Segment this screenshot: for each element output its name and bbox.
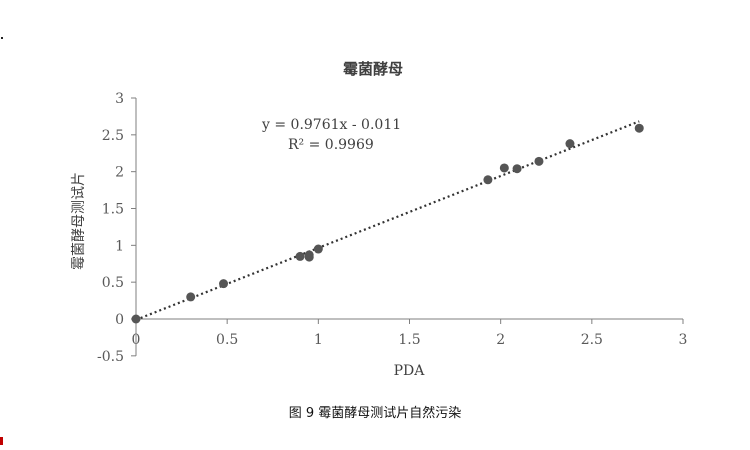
y-tick-label: 0: [115, 312, 124, 328]
x-tick-label: 0.5: [216, 332, 238, 348]
trendline-equation: y = 0.9761x - 0.011: [261, 117, 401, 133]
chart-title: 霉菌酵母: [343, 60, 403, 78]
x-axis-label: PDA: [394, 363, 426, 379]
x-tick-label: 0: [132, 332, 141, 348]
x-tick-label: 2.5: [581, 332, 603, 348]
y-tick-label: 0.5: [102, 275, 124, 291]
edge-mark-bottom: [0, 437, 3, 445]
data-point: [304, 250, 314, 260]
trendline: [135, 120, 640, 321]
data-point: [512, 164, 522, 174]
data-point: [483, 175, 493, 185]
x-tick-label: 2: [496, 332, 505, 348]
data-point: [313, 244, 323, 254]
figure-caption: 图 9 霉菌酵母测试片自然污染: [288, 406, 462, 421]
y-tick-label: 1: [115, 238, 124, 254]
data-point: [186, 292, 196, 302]
y-axis-label: 霉菌酵母测试片: [71, 172, 87, 270]
trendline-group: [135, 120, 640, 321]
axes: -0.5 0 0.5 1 1.5 2 2.5 3 0 0.5 1 1.5 2 2.5 3: [97, 91, 687, 365]
x-tick-label: 1.5: [398, 332, 420, 348]
edge-mark-top: [1, 37, 3, 39]
data-point: [565, 139, 575, 149]
data-point: [295, 251, 305, 261]
y-tick-label: 2.5: [102, 128, 124, 144]
data-point: [499, 163, 509, 173]
y-tick-label: 3: [115, 91, 124, 107]
y-tick-label: 2: [115, 165, 124, 181]
data-points: [131, 123, 644, 324]
data-point: [131, 314, 141, 324]
x-tick-label: 3: [679, 332, 688, 348]
x-tick-label: 1: [314, 332, 323, 348]
y-tick-label: 1.5: [102, 202, 124, 218]
r-squared-label: R² = 0.9969: [288, 137, 374, 153]
data-point: [219, 279, 229, 289]
data-point: [534, 156, 544, 166]
data-point: [634, 123, 644, 133]
y-tick-label: -0.5: [97, 349, 124, 365]
